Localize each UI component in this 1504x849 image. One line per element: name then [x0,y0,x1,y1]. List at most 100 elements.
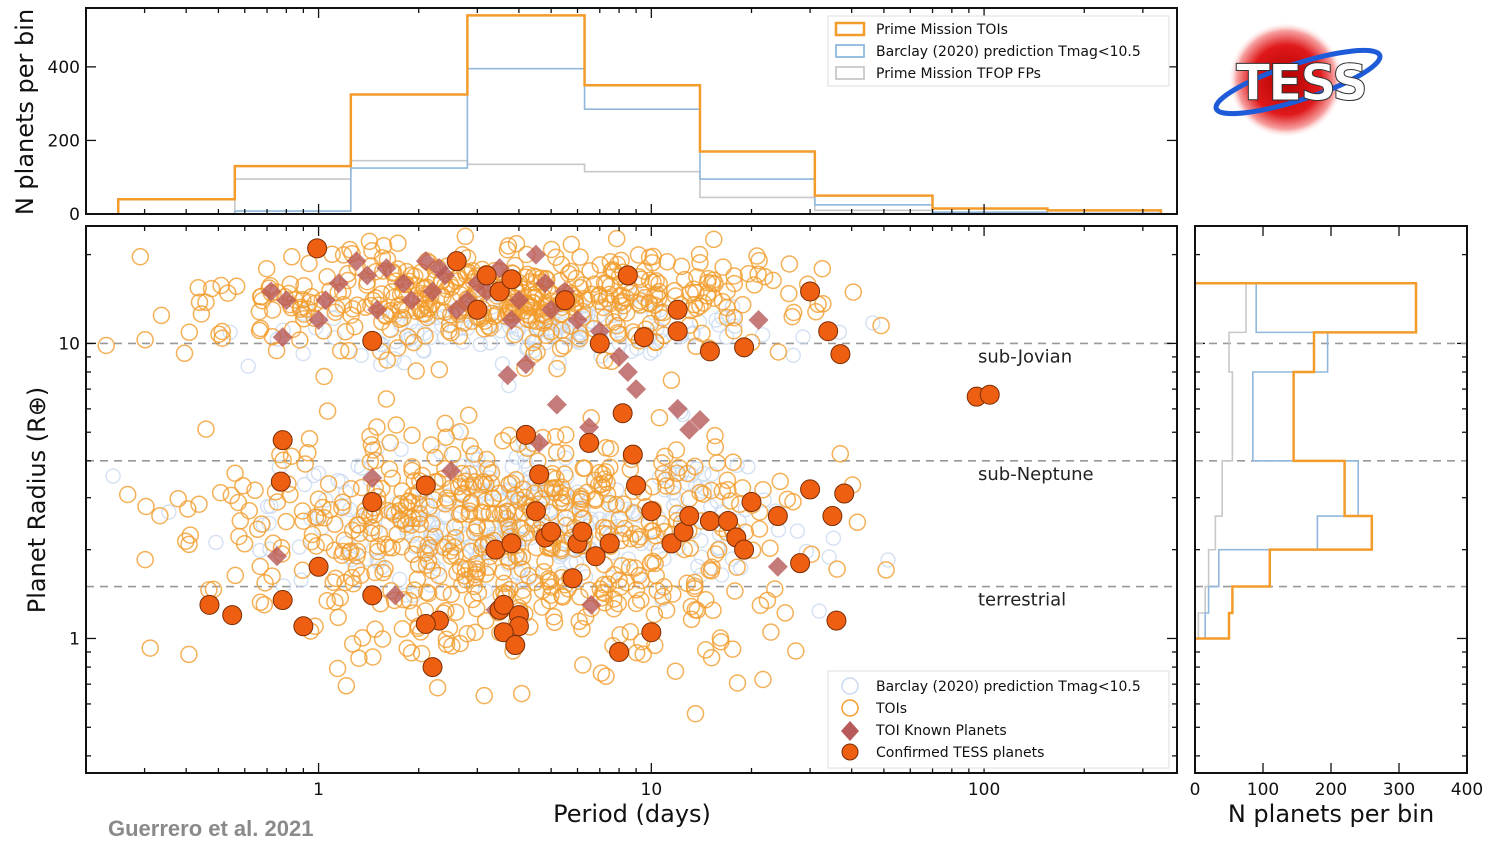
toi-point [176,532,195,550]
toi-point [814,295,832,313]
confirmed-planet-point [679,506,700,527]
confirmed-planet-point [554,290,575,311]
toi-point [210,325,228,343]
legend-label-barclay-points: Barclay (2020) prediction Tmag<10.5 [876,679,1141,695]
top-hist-step-0 [116,14,1163,214]
toi-point [460,502,479,520]
toi-point [650,408,669,427]
toi-point [551,339,570,358]
toi-point [844,283,863,301]
barclay-point [350,458,366,474]
toi-point [417,556,436,575]
barclay-point [418,512,434,528]
toi-point [226,566,245,585]
toi-point [151,506,169,525]
toi-point [617,289,635,307]
toi-point [398,327,417,346]
toi-point [374,237,393,255]
confirmed-planet-point [800,479,821,500]
toi-point [784,303,803,322]
toi-point [607,495,625,514]
toi-point [391,494,410,513]
toi-point [537,326,555,345]
toi-point [263,567,281,585]
barclay-point [353,460,370,476]
x-tick-label: 10 [641,780,663,800]
toi-point [175,344,194,363]
toi-point [389,234,407,252]
barclay-point [642,345,658,361]
toi-point [514,587,532,606]
toi-point [629,530,647,549]
legend-label-tfop: Prime Mission TFOP FPs [876,66,1041,82]
confirmed-planet-point [633,327,654,348]
confirmed-planet-point [641,501,662,522]
toi-point [300,429,319,448]
confirmed-planet-point [362,330,383,351]
toi-point [257,259,276,278]
right-x-tick-label: 400 [1451,780,1483,800]
toi-point [589,287,608,305]
logo-text: TESS [1236,54,1366,112]
toi-point [605,599,623,618]
region-label: sub-Neptune [978,464,1094,485]
legend-swatch-tfop [835,66,865,80]
toi-point [250,302,269,321]
toi-point [485,307,503,326]
toi-point [719,481,737,499]
confirmed-planet-point [199,594,220,615]
barclay-point [754,327,771,343]
toi-point [545,613,564,632]
confirmed-planet-point [718,511,739,532]
main-legend: Barclay (2020) prediction Tmag<10.5 TOIs… [827,670,1170,769]
toi-point [380,460,399,478]
toi-point [595,584,614,603]
toi-point [255,595,274,614]
toi-point [640,271,659,290]
toi-point [678,464,697,483]
confirmed-planet-point [826,610,847,631]
toi-point [403,461,421,480]
toi-point [601,253,620,271]
known-planet-point [567,310,588,331]
right-hist-step-0 [1195,281,1418,640]
known-planet-point [748,310,769,331]
known-planet-point [362,467,383,488]
barclay-point [393,441,409,457]
toi-point [179,500,197,518]
top-hist-step-1 [118,67,1162,215]
toi-point [393,620,412,638]
toi-point [691,254,709,272]
toi-point [331,341,350,360]
toi-point [629,246,648,264]
known-planet-point [272,327,293,348]
toi-point [691,483,709,502]
toi-point [627,581,646,599]
toi-point [627,594,646,613]
barclay-point [295,345,311,362]
legend-label-known-points: TOI Known Planets [875,723,1007,739]
toi-point [556,444,575,463]
toi-point [436,495,454,513]
toi-point [467,599,486,618]
top-histogram-panel: 0 200 400 N planets per bin Prime Mission … [11,7,1178,225]
toi-point [344,300,362,318]
toi-point [475,319,493,338]
known-planet-point [579,417,600,438]
known-planet-point [767,556,788,577]
main-y-axis-label: Planet Radius (R⊕) [23,387,51,613]
known-planet-point [261,281,282,302]
toi-point [373,479,391,498]
toi-point [494,504,512,522]
toi-point [387,416,406,434]
top-hist-step-2 [118,159,1161,215]
barclay-point [260,498,276,515]
confirmed-planet-point [541,521,562,542]
toi-point [381,434,399,452]
logo-orbit-icon [1213,47,1383,117]
toi-point [621,623,640,641]
toi-point [294,512,313,530]
known-planet-point [440,460,461,481]
toi-point [776,604,794,622]
toi-point [350,524,369,543]
